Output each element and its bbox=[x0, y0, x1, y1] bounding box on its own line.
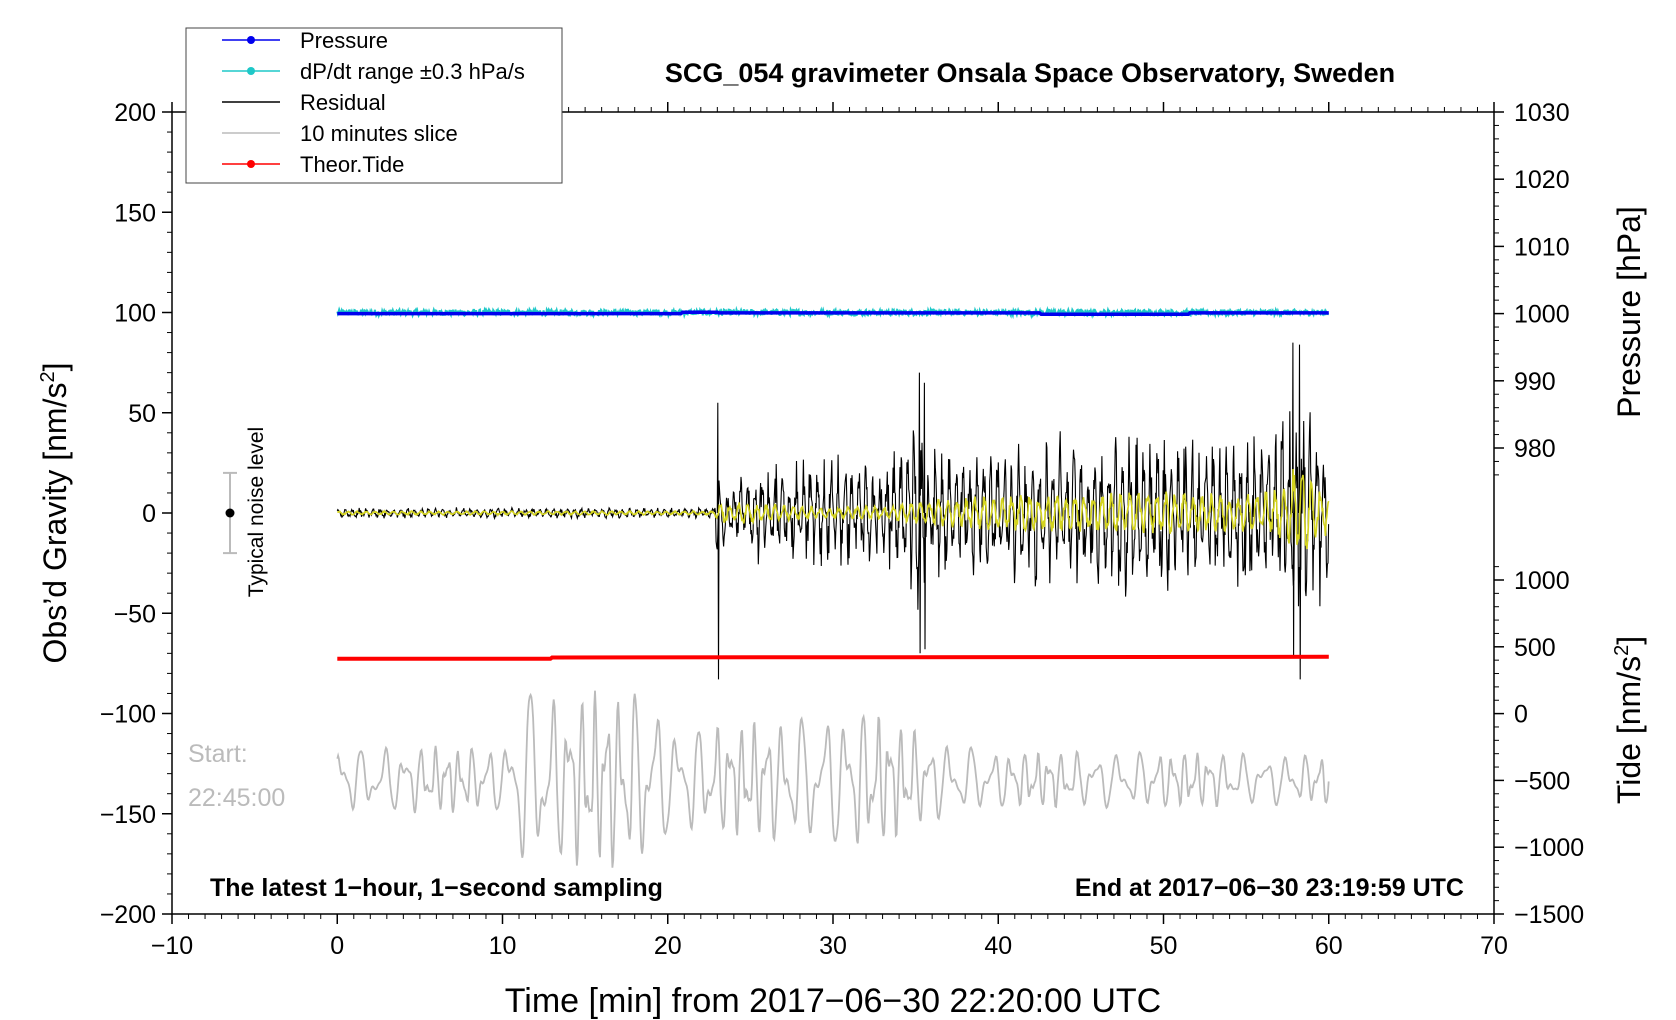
y-tick-label: 100 bbox=[114, 300, 156, 328]
noise-level-label: Typical noise level bbox=[245, 427, 268, 597]
x-tick-label: 10 bbox=[489, 932, 517, 960]
x-tick-label: −10 bbox=[151, 932, 193, 960]
y-axis-label-gravity-main: Obs’d Gravity [nm/s bbox=[37, 383, 73, 664]
tide-tick-label: 1000 bbox=[1514, 567, 1570, 595]
legend-label: Pressure bbox=[300, 28, 388, 53]
y-tick-label: 200 bbox=[114, 99, 156, 127]
pressure-tick-label: 980 bbox=[1514, 435, 1556, 463]
x-tick-label: 20 bbox=[654, 932, 682, 960]
legend-label: dP/dt range ±0.3 hPa/s bbox=[300, 59, 525, 84]
y-axis-label-pressure: Pressure [hPa] bbox=[1611, 206, 1647, 418]
x-tick-label: 0 bbox=[330, 932, 344, 960]
tide-tick-label: −1500 bbox=[1514, 901, 1584, 929]
tide-tick-label: 500 bbox=[1514, 634, 1556, 662]
end-time-note: End at 2017−06−30 23:19:59 UTC bbox=[1075, 874, 1464, 902]
slice-line bbox=[336, 690, 1330, 868]
legend-swatch-marker bbox=[247, 36, 255, 44]
noise-level-dot bbox=[225, 508, 235, 518]
y-axis-label-tide-main: Tide [nm/s bbox=[1611, 656, 1647, 804]
y-tick-label: 0 bbox=[142, 500, 156, 528]
y-tick-label: −50 bbox=[114, 600, 156, 628]
pressure-line bbox=[337, 310, 1329, 317]
pressure-tick-label: 1000 bbox=[1514, 301, 1570, 329]
y-axis-label-gravity-end: ] bbox=[37, 363, 73, 372]
pressure-tick-label: 1030 bbox=[1514, 99, 1570, 127]
x-tick-label: 50 bbox=[1150, 932, 1178, 960]
y-axis-label-gravity-sup: 2 bbox=[37, 371, 59, 382]
start-label: Start: bbox=[188, 740, 248, 768]
y-tick-label: 50 bbox=[128, 400, 156, 428]
pressure-tick-label: 990 bbox=[1514, 368, 1556, 396]
legend-label: Theor.Tide bbox=[300, 152, 404, 177]
tide-tick-label: −500 bbox=[1514, 767, 1570, 795]
y-axis-label-gravity: Obs’d Gravity [nm/s2] bbox=[37, 363, 73, 664]
x-tick-label: 30 bbox=[819, 932, 847, 960]
legend: Pressure dP/dt range ±0.3 hPa/s Residual 10… bbox=[185, 27, 563, 184]
chart-title: SCG_054 gravimeter Onsala Space Observat… bbox=[665, 58, 1395, 88]
sampling-note: The latest 1−hour, 1−second sampling bbox=[210, 874, 663, 902]
y-axis-label-tide-sup: 2 bbox=[1611, 645, 1633, 656]
legend-label: 10 minutes slice bbox=[300, 121, 458, 146]
y-axis-label-tide-end: ] bbox=[1611, 636, 1647, 645]
legend-label: Residual bbox=[300, 90, 386, 115]
plot-traces bbox=[336, 305, 1330, 868]
start-time: 22:45:00 bbox=[188, 784, 285, 812]
legend-rows: Pressure dP/dt range ±0.3 hPa/s Residual 10… bbox=[222, 28, 525, 177]
axis-ticks: −10 0 10 20 30 40 50 60 70200150100500−50−100−15… bbox=[100, 99, 1585, 960]
y-tick-label: 150 bbox=[114, 199, 156, 227]
legend-box bbox=[185, 27, 563, 184]
residual-filtered-line bbox=[336, 468, 1330, 550]
y-tick-label: −150 bbox=[100, 801, 156, 829]
pressure-tick-label: 1010 bbox=[1514, 233, 1570, 261]
x-axis-label: Time [min] from 2017−06−30 22:20:00 UTC bbox=[505, 982, 1161, 1020]
residual-line bbox=[336, 342, 1330, 680]
x-tick-label: 70 bbox=[1480, 932, 1508, 960]
legend-swatch-marker bbox=[247, 160, 255, 168]
y-tick-label: −200 bbox=[100, 901, 156, 929]
tide-tick-label: −1000 bbox=[1514, 834, 1584, 862]
y-axis-label-tide: Tide [nm/s2] bbox=[1611, 636, 1647, 804]
noise-level-marker: Typical noise level bbox=[223, 427, 268, 597]
pressure-tick-label: 1020 bbox=[1514, 166, 1570, 194]
tide-line bbox=[337, 654, 1329, 661]
x-tick-label: 40 bbox=[984, 932, 1012, 960]
x-tick-label: 60 bbox=[1315, 932, 1343, 960]
tide-tick-label: 0 bbox=[1514, 701, 1528, 729]
legend-swatch-marker bbox=[247, 67, 255, 75]
y-tick-label: −100 bbox=[100, 701, 156, 729]
